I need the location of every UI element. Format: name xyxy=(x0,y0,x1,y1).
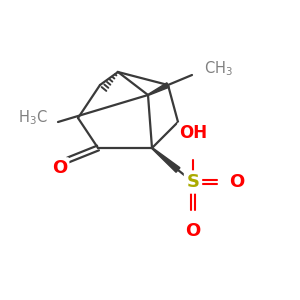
Text: O: O xyxy=(185,222,201,240)
Text: O: O xyxy=(229,173,244,191)
Text: H$_3$C: H$_3$C xyxy=(18,109,48,127)
Text: O: O xyxy=(52,159,68,177)
Text: CH$_3$: CH$_3$ xyxy=(204,60,233,78)
Polygon shape xyxy=(148,83,169,95)
Text: OH: OH xyxy=(179,124,207,142)
Text: S: S xyxy=(187,173,200,191)
Polygon shape xyxy=(152,148,180,172)
